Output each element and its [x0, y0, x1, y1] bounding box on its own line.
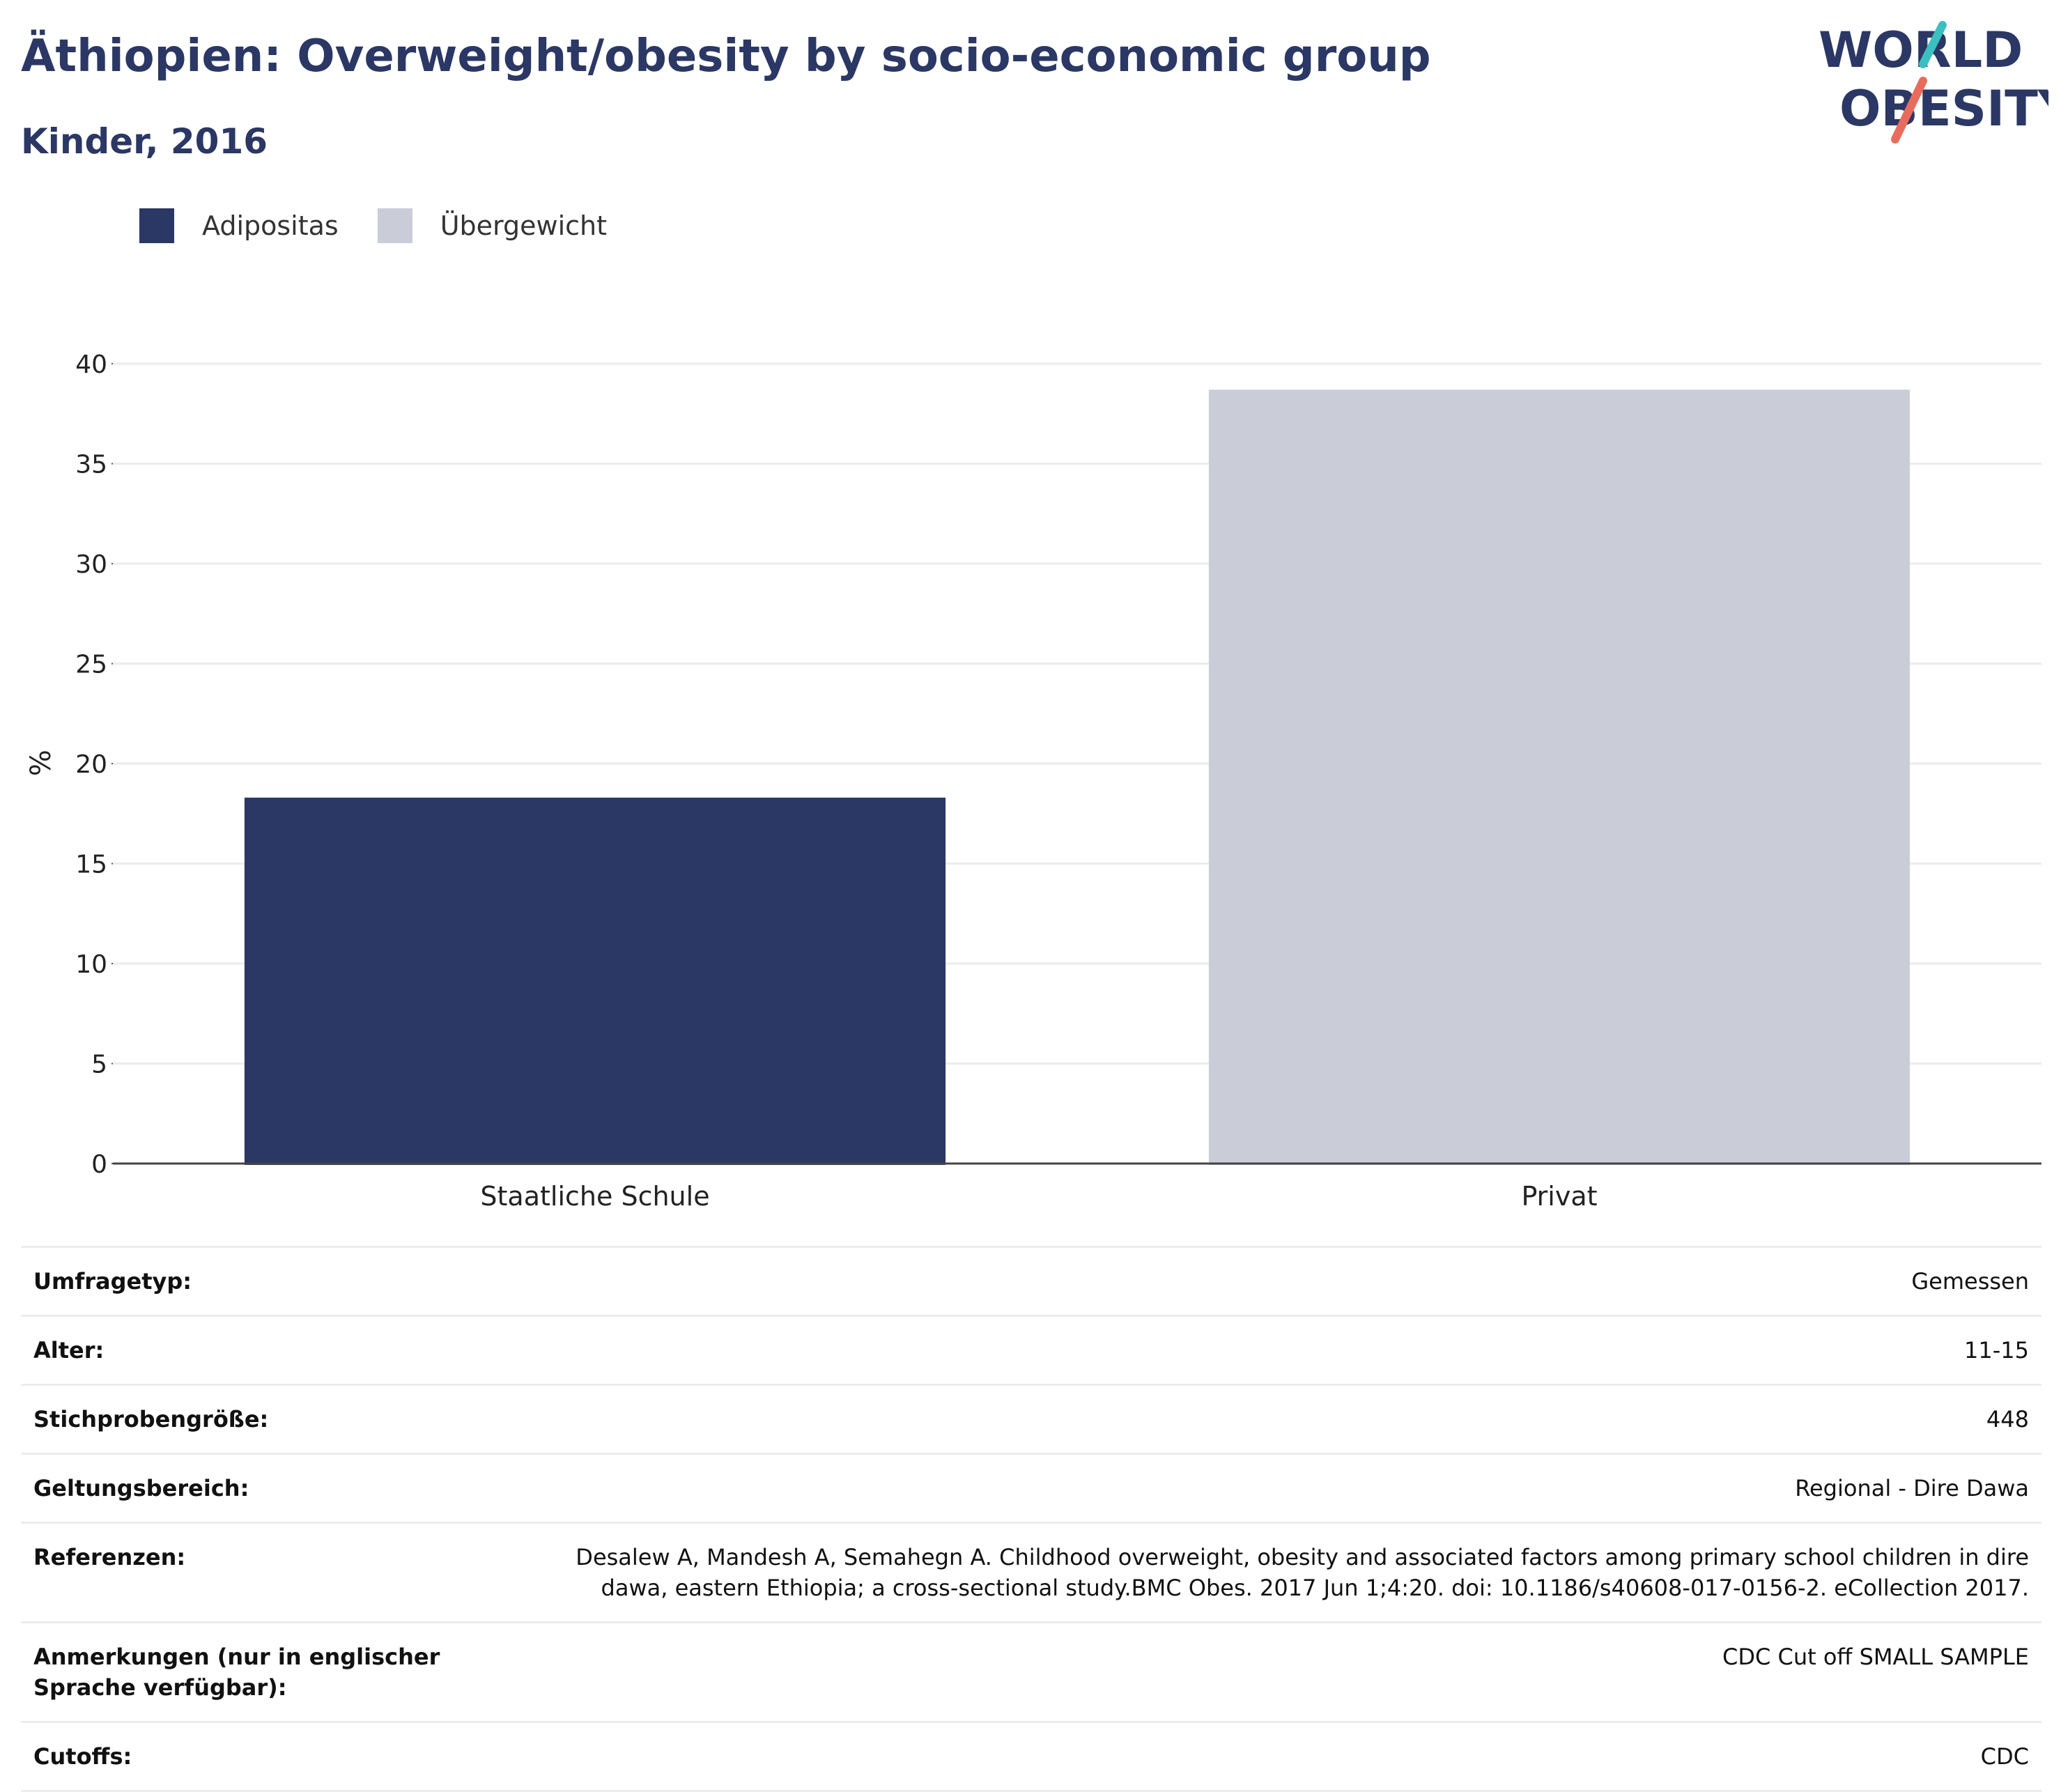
bar-uebergewicht — [1208, 389, 1911, 1165]
world-obesity-logo: WORLD OBESITY — [1819, 21, 2048, 144]
y-tick-label: 10 — [75, 950, 107, 979]
chart-title: Äthiopien: Overweight/obesity by socio-e… — [21, 31, 1431, 82]
legend-item-uebergewicht: Übergewicht — [377, 208, 607, 243]
info-key: Geltungsbereich: — [33, 1475, 249, 1501]
x-category-label: Privat — [1521, 1181, 1597, 1212]
info-row: Stichprobengröße: 448 — [21, 1384, 2041, 1453]
legend-swatch-uebergewicht — [377, 208, 412, 243]
info-row: Referenzen: Desalew A, Mandesh A, Semaheg… — [21, 1522, 2041, 1621]
info-row: Anmerkungen (nur in englischer Sprache v… — [21, 1621, 2041, 1721]
y-tick-label: 25 — [75, 651, 107, 679]
info-key: Anmerkungen (nur in englischer Sprache v… — [33, 1644, 440, 1701]
chart-subtitle: Kinder, 2016 — [21, 121, 268, 162]
bars — [244, 389, 1911, 1165]
info-row: Umfragetyp: Gemessen — [21, 1246, 2041, 1315]
info-key: Referenzen: — [33, 1544, 186, 1570]
legend-label-uebergewicht: Übergewicht — [440, 210, 607, 241]
bar-adipositas — [244, 797, 946, 1165]
info-value: Desalew A, Mandesh A, Semahegn A. Childh… — [576, 1544, 2029, 1601]
y-tick-label: 5 — [91, 1051, 107, 1079]
y-tick-label: 35 — [75, 451, 107, 479]
info-key: Alter: — [33, 1337, 105, 1364]
logo-slash-teal — [1919, 21, 1947, 68]
info-value: Gemessen — [1911, 1268, 2029, 1295]
info-value: Regional - Dire Dawa — [1795, 1475, 2029, 1501]
logo-line2: OBESITY — [1839, 80, 2048, 137]
y-tick-label: 40 — [75, 350, 107, 379]
y-tick-label: 15 — [75, 851, 107, 879]
info-key: Umfragetyp: — [33, 1268, 192, 1295]
info-value: CDC Cut off SMALL SAMPLE — [1722, 1644, 2029, 1670]
logo-line1: WORLD — [1819, 22, 2023, 79]
y-tick-label: 30 — [75, 550, 107, 579]
info-key: Cutoffs: — [33, 1743, 132, 1770]
survey-info-table: Umfragetyp: Gemessen Alter: 11-15 Stichprobe… — [21, 1246, 2041, 1792]
y-tick-label: 0 — [91, 1150, 107, 1179]
info-value: 11-15 — [1964, 1337, 2029, 1364]
info-value: 448 — [1986, 1406, 2029, 1432]
legend-swatch-adipositas — [139, 208, 174, 243]
info-row: Geltungsbereich: Regional - Dire Dawa — [21, 1453, 2041, 1522]
info-value: CDC — [1980, 1743, 2029, 1770]
logo-slash-red — [1891, 77, 1927, 144]
info-row: Alter: 11-15 — [21, 1315, 2041, 1384]
legend-label-adipositas: Adipositas — [202, 210, 339, 241]
info-key: Stichprobengröße: — [33, 1406, 269, 1432]
info-row: Cutoffs: CDC — [21, 1721, 2041, 1792]
y-tick-label: 20 — [75, 750, 107, 779]
axes: 0 5 10 15 20 25 30 35 40 Staatliche Schule Privat — [75, 350, 2041, 1212]
legend-item-adipositas: Adipositas — [139, 208, 339, 243]
x-category-label: Staatliche Schule — [480, 1181, 709, 1212]
legend: Adipositas Übergewicht — [139, 206, 646, 245]
y-axis-title: % — [25, 750, 57, 776]
